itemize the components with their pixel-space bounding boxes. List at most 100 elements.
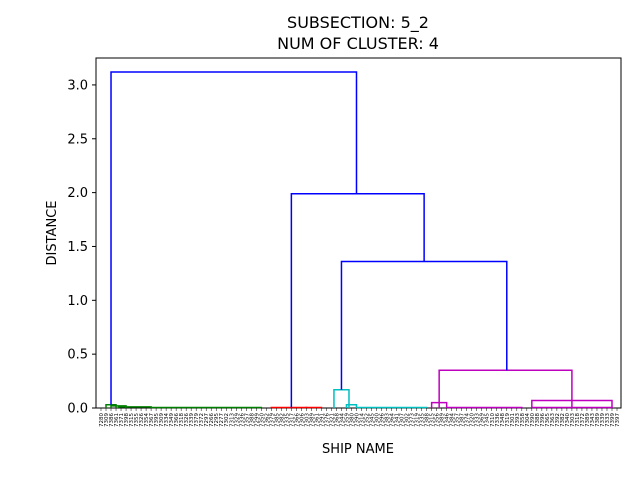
- y-axis: 0.0 0.5 1.0 1.5 2.0 2.5 3.0: [67, 78, 96, 417]
- leaf-label: 7382: [279, 413, 285, 427]
- leaf-label: 7358: [520, 413, 526, 427]
- leaf-label: 7345: [370, 413, 376, 427]
- leaf-label: 7333: [475, 413, 481, 427]
- leaf-label: 7317: [289, 413, 295, 427]
- leaf-label: 7388: [425, 413, 431, 427]
- leaf-label: 7295: [214, 413, 220, 427]
- x-axis-label: SHIP NAME: [322, 442, 394, 457]
- leaf-label: 7326: [139, 413, 145, 427]
- dendrogram-link: [438, 369, 573, 408]
- leaf-label: 7389: [309, 413, 315, 427]
- leaf-label: 7309: [104, 413, 110, 427]
- leaf-label: 7367: [149, 413, 155, 427]
- leaf-label: 7304: [525, 413, 531, 427]
- dendrogram-link: [290, 192, 425, 408]
- leaf-label: 7310: [490, 413, 496, 427]
- leaf-label: 7356: [435, 413, 441, 427]
- leaf-label: 7349: [169, 413, 175, 427]
- chart-title-line1: SUBSECTION: 5_2: [287, 13, 429, 33]
- leaf-label: 7335: [420, 413, 426, 427]
- leaf-label: 7344: [339, 413, 345, 427]
- leaf-label: 7396: [380, 413, 386, 427]
- leaf-label: 7300: [375, 413, 381, 427]
- leaf-label: 7395: [154, 413, 160, 427]
- leaf-label: 7303: [570, 413, 576, 427]
- leaf-label: 7302: [224, 413, 230, 427]
- leaf-label: 7393: [515, 413, 521, 427]
- leaf-label: 7297: [204, 413, 210, 427]
- leaf-label: 7372: [199, 413, 205, 427]
- leaf-label: 7313: [229, 413, 235, 427]
- leaf-label: 7299: [254, 413, 260, 427]
- leaf-label: 7390: [354, 413, 360, 427]
- dendrogram-links: [105, 71, 613, 409]
- leaf-label: 7379: [194, 413, 200, 427]
- leaf-label: 7350: [259, 413, 265, 427]
- y-axis-label: DISTANCE: [45, 201, 60, 266]
- leaf-label: 7321: [329, 413, 335, 427]
- leaf-label: 7361: [314, 413, 320, 427]
- leaf-label: 7346: [445, 413, 451, 427]
- leaf-label: 7266: [209, 413, 215, 427]
- leaf-label: 7302: [405, 413, 411, 427]
- y-tick-label: 3.0: [67, 78, 88, 93]
- leaf-label: 7389: [595, 413, 601, 427]
- chart-title-line2: NUM OF CLUSTER: 4: [277, 34, 439, 53]
- leaf-label: 7359: [344, 413, 350, 427]
- dendrogram-link: [355, 406, 428, 409]
- leaf-label: 7387: [460, 413, 466, 427]
- leaf-label: 7352: [365, 413, 371, 427]
- leaf-label: 7369: [480, 413, 486, 427]
- leaf-label: 7357: [244, 413, 250, 427]
- leaf-label: 7379: [269, 413, 275, 427]
- leaf-label: 7334: [164, 413, 170, 427]
- leaf-label: 7384: [450, 413, 456, 427]
- leaf-label: 7385: [274, 413, 280, 427]
- leaf-label: 7307: [400, 413, 406, 427]
- leaf-label: 7277: [219, 413, 225, 427]
- leaf-label: 7362: [264, 413, 270, 427]
- leaf-label: 7343: [590, 413, 596, 427]
- leaf-label: 7319: [505, 413, 511, 427]
- leaf-label: 7372: [580, 413, 586, 427]
- leaf-label: 7389: [440, 413, 446, 427]
- leaf-label: 7280: [99, 413, 105, 427]
- leaf-label: 7373: [410, 413, 416, 427]
- leaf-label: 7345: [485, 413, 491, 427]
- leaf-label: 7335: [284, 413, 290, 427]
- leaf-label: 7388: [535, 413, 541, 427]
- leaf-label: 7368: [334, 413, 340, 427]
- leaf-label: 7319: [415, 413, 421, 427]
- leaf-label: 7388: [249, 413, 255, 427]
- leaf-label: 7315: [430, 413, 436, 427]
- leaf-label: 7336: [239, 413, 245, 427]
- leaf-label: 7303: [304, 413, 310, 427]
- leaf-label: 7314: [360, 413, 366, 427]
- y-tick-label: 2.5: [67, 132, 88, 147]
- plot-area-frame: [95, 57, 622, 409]
- leaf-label: 7309: [159, 413, 165, 427]
- leaf-label: 7355: [134, 413, 140, 427]
- leaf-label: 7392: [555, 413, 561, 427]
- leaf-label: 7301: [510, 413, 516, 427]
- leaf-label: 7398: [124, 413, 130, 427]
- leaf-label: 7376: [324, 413, 330, 427]
- leaf-label: 7374: [465, 413, 471, 427]
- leaf-labels: 7280 7309 7386 7361 7371 7398 7315 7355 7326 7354…: [99, 408, 621, 427]
- leaf-label: 7320: [470, 413, 476, 427]
- leaf-label: 7383: [385, 413, 391, 427]
- leaf-label: 7329: [234, 413, 240, 427]
- leaf-label: 7390: [530, 413, 536, 427]
- leaf-label: 7306: [299, 413, 305, 427]
- leaf-label: 7399: [610, 413, 616, 427]
- leaf-label: 7333: [605, 413, 611, 427]
- leaf-label: 7391: [319, 413, 325, 427]
- leaf-label: 7380: [349, 413, 355, 427]
- leaf-label: 7396: [540, 413, 546, 427]
- leaf-label: 7326: [184, 413, 190, 427]
- dendrogram-link: [345, 404, 358, 408]
- leaf-label: 7382: [560, 413, 566, 427]
- leaf-label: 7389: [585, 413, 591, 427]
- dendrogram-link: [110, 71, 358, 405]
